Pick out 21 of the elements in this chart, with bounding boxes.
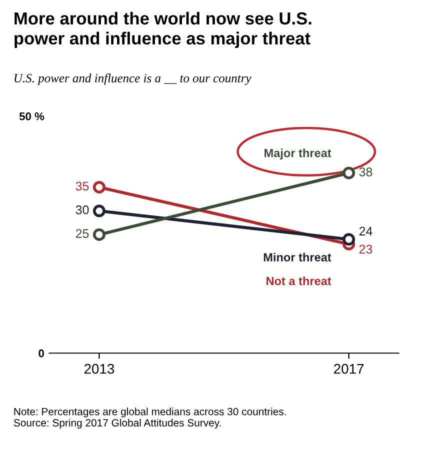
chart-subtitle: U.S. power and influence is a __ to our country xyxy=(14,73,252,85)
point xyxy=(92,204,106,218)
chart-title: More around the world now see U.S. power and influence as major threat xyxy=(14,12,312,48)
y-tick-label: 50 % xyxy=(19,112,44,120)
point xyxy=(92,180,106,194)
point xyxy=(342,166,356,180)
series-label: Minor threat xyxy=(264,252,332,262)
data-label: 35 xyxy=(76,182,89,191)
data-label: 24 xyxy=(359,226,372,236)
point xyxy=(92,228,106,241)
y-tick-label: 0 xyxy=(38,349,44,358)
data-label: 25 xyxy=(76,229,89,238)
text: Note: Percentages are global medians across 30 countries. Source: Spring 2017 Global Attitudes Survey. xyxy=(14,408,286,429)
x-tick-label: 2013 xyxy=(84,364,114,374)
point xyxy=(342,233,356,246)
x-tick-label: 2017 xyxy=(334,364,364,374)
series-label: Major threat xyxy=(264,148,332,160)
data-label: 38 xyxy=(359,168,372,176)
data-label: 23 xyxy=(359,244,372,254)
text: Not a threat xyxy=(266,276,332,286)
data-label: 30 xyxy=(76,205,89,214)
